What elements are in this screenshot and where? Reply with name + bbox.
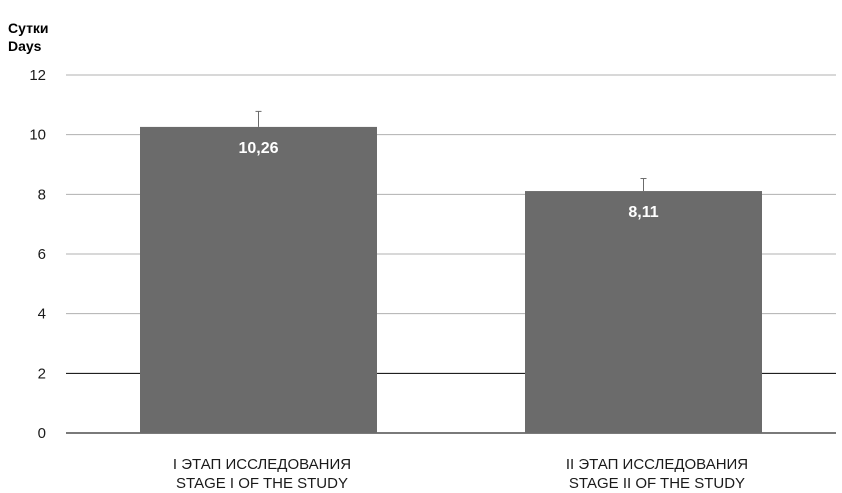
y-axis-label-ru: Сутки bbox=[8, 20, 49, 36]
y-tick-label: 10 bbox=[29, 127, 46, 144]
y-tick-label: 2 bbox=[38, 365, 46, 382]
category-label-stage-2: II ЭТАП ИССЛЕДОВАНИЯ STAGE II OF THE STU… bbox=[497, 455, 817, 493]
y-tick-label: 0 bbox=[38, 425, 46, 442]
category-label-stage-2-en: STAGE II OF THE STUDY bbox=[568, 475, 746, 492]
bar bbox=[140, 126, 377, 433]
data-label: 10,26 bbox=[238, 140, 278, 157]
y-tick-label: 4 bbox=[38, 306, 46, 323]
category-label-stage-1: I ЭТАП ИССЛЕДОВАНИЯ STAGE I OF THE STUDY bbox=[102, 455, 422, 493]
y-tick-label: 12 bbox=[29, 67, 46, 84]
category-label-stage-1-ru: I ЭТАП ИССЛЕДОВАНИЯ bbox=[172, 456, 352, 473]
category-label-stage-1-en: STAGE I OF THE STUDY bbox=[176, 475, 348, 492]
y-axis-label-en: Days bbox=[8, 38, 42, 54]
data-label: 8,11 bbox=[628, 204, 658, 221]
bar bbox=[525, 191, 762, 433]
category-label-stage-2-ru: II ЭТАП ИССЛЕДОВАНИЯ bbox=[565, 456, 749, 473]
y-tick-label: 8 bbox=[38, 186, 46, 203]
y-tick-label: 6 bbox=[38, 246, 46, 263]
